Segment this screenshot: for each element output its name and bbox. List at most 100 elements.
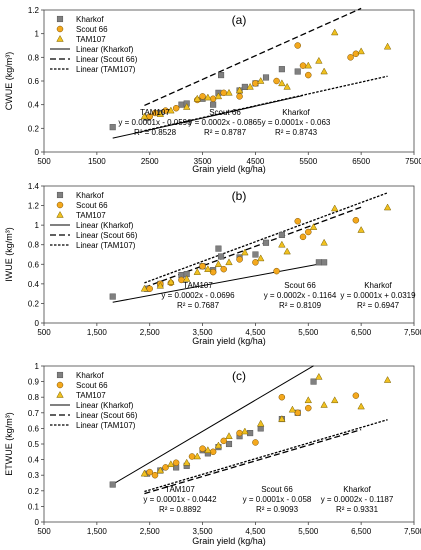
y-tick-label: 0 [35, 518, 40, 527]
x-tick-label: 500 [37, 527, 51, 536]
data-point-square [321, 259, 328, 266]
legend-marker-triangle [56, 34, 64, 42]
x-tick-label: 6,500 [351, 527, 372, 536]
data-point-triangle [246, 82, 254, 90]
annotation-equation: y = 0.0001x - 0.063 [262, 118, 331, 127]
annotation-equation: y = 0.0001x - 0.0442 [143, 495, 217, 504]
x-tick-label: 3,500 [193, 527, 214, 536]
annotation-r2: R² = 0.8528 [134, 128, 177, 137]
data-point-triangle [167, 106, 175, 114]
data-point-circle [220, 89, 227, 97]
x-tick-label: 7,500 [404, 527, 421, 536]
legend-entry: TAM107 [76, 391, 106, 400]
annotation-r2: R² = 0.9093 [256, 505, 299, 514]
legend-marker-triangle [56, 390, 64, 398]
data-point-triangle [330, 204, 339, 212]
data-point-triangle [383, 376, 392, 383]
data-point-triangle [182, 103, 191, 110]
x-tick-label: 1500 [88, 157, 106, 166]
y-tick-label: 0.2 [28, 124, 40, 133]
annotation-title: Scout 66 [209, 108, 241, 117]
y-tick-label: 0 [35, 148, 40, 157]
annotation-title: TAM107 [183, 281, 213, 290]
data-point-square [215, 245, 222, 252]
chart-panel-1: 500 1500 2500 3500 4500 5500 6500 7500 0 0.2 0.4 0.… [4, 6, 421, 174]
data-point-square [310, 378, 317, 385]
annotation-equation: y = 0.0001x + 0.0319 [340, 291, 416, 300]
y-tick-label: 1.2 [28, 202, 40, 211]
data-point-square [294, 68, 301, 75]
y-axis-label: CWUE (kg/m³) [4, 52, 14, 111]
legend-entry: Linear (Kharkof) [76, 221, 134, 230]
legend-marker-square [56, 191, 64, 199]
x-tick-label: 2,500 [140, 328, 161, 337]
data-point-circle [305, 404, 312, 412]
data-point-circle [162, 107, 169, 114]
y-tick-label: 0.7 [28, 409, 40, 418]
legend-marker-square [56, 15, 64, 23]
data-point-triangle [309, 223, 318, 230]
series-scout-66 [146, 392, 360, 479]
y-tick-label: 0.8 [28, 241, 40, 250]
data-point-triangle [278, 240, 286, 248]
y-tick-label: 0 [35, 319, 40, 328]
data-point-triangle [330, 396, 339, 404]
data-point-circle [299, 233, 307, 241]
annotation-title: Kharkof [343, 485, 371, 494]
data-point-triangle [278, 415, 286, 422]
data-point-circle [162, 464, 169, 471]
data-point-circle [273, 77, 280, 85]
annotation-equation: y = 0.0002x - 0.1187 [321, 495, 394, 504]
legend-entry: Linear (TAM107) [76, 241, 136, 250]
annotation-r2: R² = 0.8892 [159, 505, 202, 514]
y-tick-label: 0.8 [28, 53, 40, 62]
data-point-circle [294, 217, 301, 225]
annotation-title: Scout 66 [261, 485, 293, 494]
data-point-square [315, 259, 322, 266]
data-point-circle [305, 228, 312, 236]
trendline-tam107 [144, 75, 388, 132]
data-point-triangle [156, 281, 165, 289]
annotation-title: TAM107 [140, 108, 170, 117]
data-point-triangle [193, 94, 202, 102]
data-point-square [178, 101, 185, 108]
series-kharkof [109, 378, 317, 488]
x-tick-label: 5500 [299, 157, 317, 166]
trendline-tam107 [144, 419, 388, 493]
data-point-triangle [330, 28, 339, 36]
data-point-triangle [241, 248, 249, 256]
x-tick-label: 3,500 [193, 328, 214, 337]
y-tick-label: 1 [35, 30, 40, 39]
x-tick-label: 1,500 [87, 527, 108, 536]
data-point-triangle [283, 247, 291, 255]
x-tick-label: 1,500 [87, 328, 108, 337]
data-point-triangle [204, 265, 212, 272]
data-point-circle [151, 471, 159, 479]
plot-frame [43, 185, 415, 324]
data-point-square [262, 239, 270, 246]
legend-entry: Linear (TAM107) [76, 65, 136, 74]
data-point-triangle [304, 396, 313, 404]
legend-entry: Scout 66 [76, 381, 108, 390]
data-point-triangle [193, 268, 202, 275]
y-tick-label: 0.3 [28, 471, 40, 480]
legend-entry: Kharkof [76, 371, 104, 380]
legend-entry: Kharkof [76, 15, 104, 24]
x-tick-label: 3500 [194, 157, 212, 166]
annotation-r2: R² = 0.9331 [336, 505, 379, 514]
legend-entry: TAM107 [76, 35, 106, 44]
legend-entry: Linear (TAM107) [76, 421, 136, 430]
chart-panel-3: 500 1,500 2,500 3,500 4,500 5,500 6,500 7,500 0 0… [4, 362, 421, 546]
data-point-square [247, 430, 254, 437]
data-point-triangle [193, 452, 202, 460]
legend-marker-circle [56, 201, 64, 209]
x-tick-label: 4500 [247, 157, 265, 166]
data-point-triangle [304, 61, 313, 69]
trendline-tam107 [144, 192, 388, 284]
data-point-square [109, 293, 116, 300]
